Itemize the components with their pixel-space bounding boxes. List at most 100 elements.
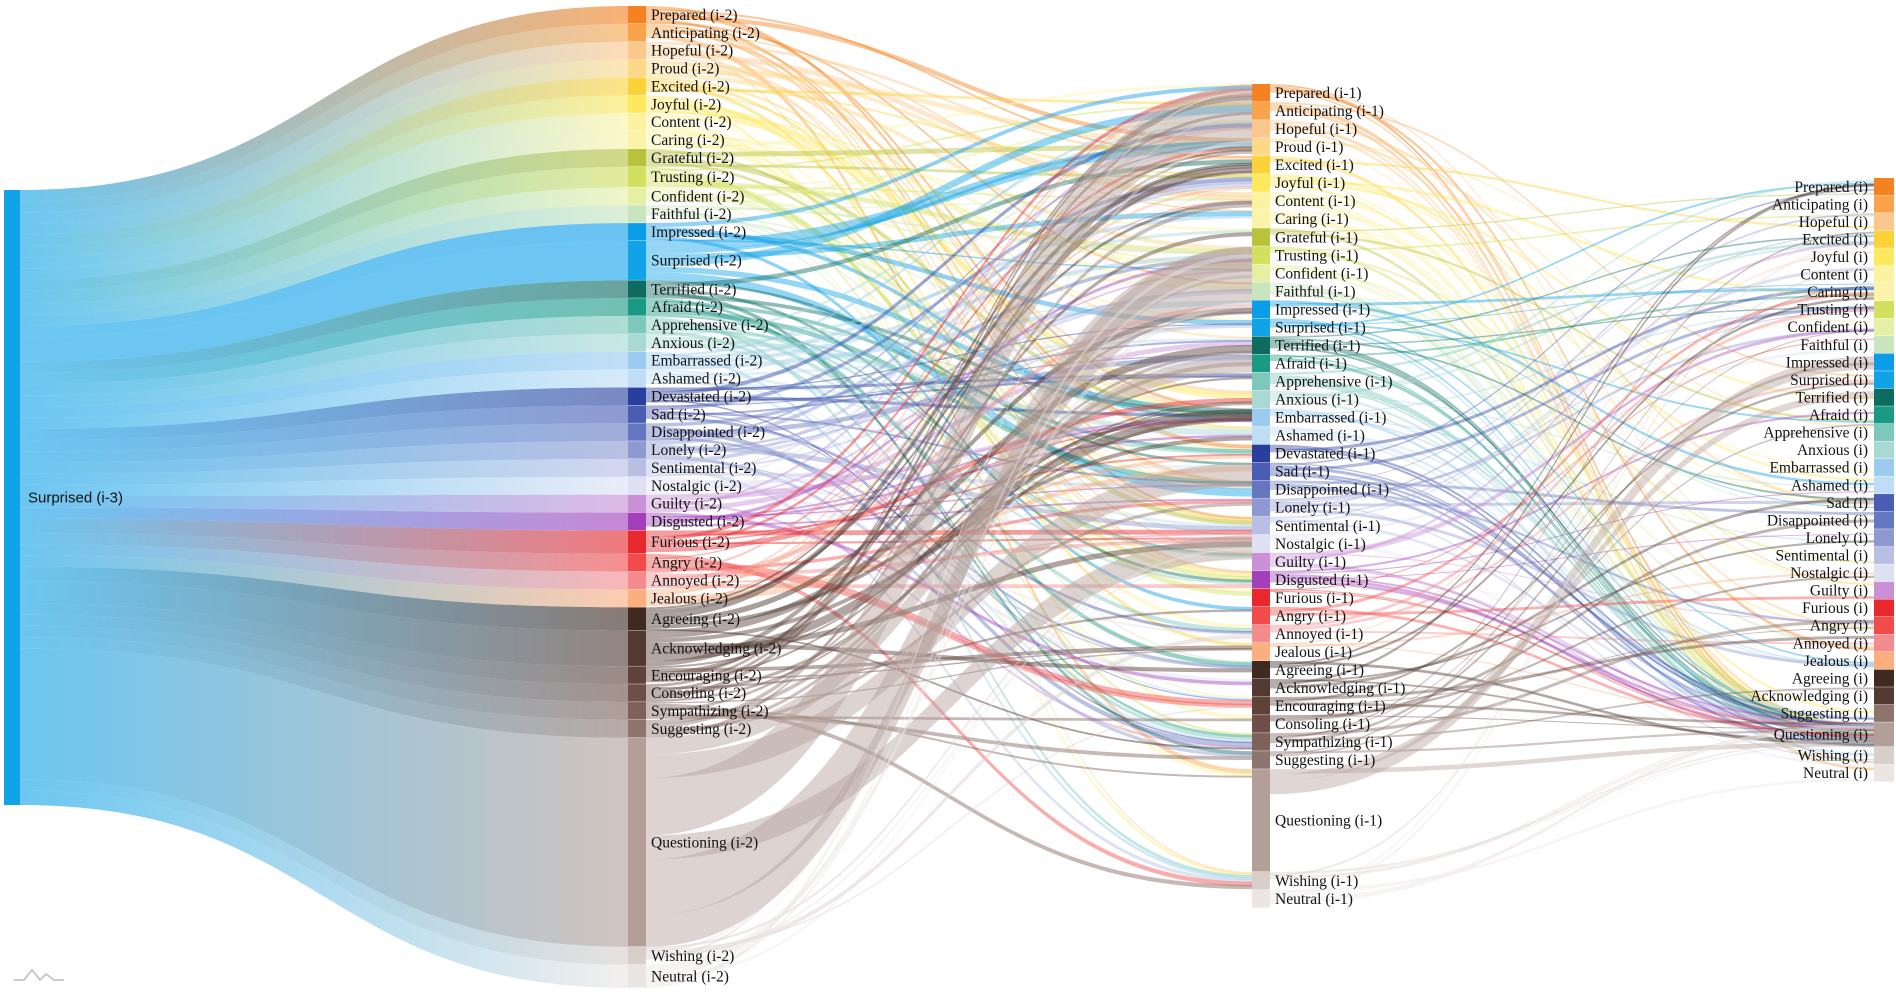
flow-link: [646, 395, 1252, 417]
flow-link: [646, 211, 1252, 259]
flow-link: [646, 177, 1252, 411]
node-label: Terrified (i-1): [1275, 337, 1360, 354]
flow-link: [1270, 285, 1874, 755]
flow-link: [1270, 339, 1874, 736]
flow-link: [1270, 297, 1874, 669]
flow-link: [646, 463, 1252, 779]
node-label: Caring (i-2): [651, 132, 725, 149]
node-label: Sympathizing (i-2): [651, 703, 769, 720]
flow-link: [646, 533, 1252, 585]
node-guilty-i0: [1874, 581, 1894, 599]
flow-link: [646, 290, 1252, 463]
flow-link: [646, 121, 1252, 337]
flow-link: [646, 92, 1252, 592]
node-label: Afraid (i): [1809, 407, 1868, 424]
flow-link: [646, 111, 1252, 267]
flow-link: [646, 707, 1252, 778]
flow-link: [646, 301, 1252, 370]
flow-link: [646, 584, 1252, 589]
flow-link: [646, 271, 1252, 983]
flow-link: [1270, 702, 1874, 726]
flow-link: [646, 82, 1252, 647]
node-agreeing-i0: [1874, 669, 1894, 687]
flow-link: [646, 95, 1252, 578]
node-angry-i1: [1252, 606, 1270, 625]
flow-link: [646, 344, 1252, 639]
node-label: Proud (i-2): [651, 61, 719, 78]
node-annoyed-i0: [1874, 634, 1894, 652]
node-label: Wishing (i): [1798, 748, 1868, 765]
node-label: Acknowledging (i-1): [1275, 680, 1405, 697]
node-label: Apprehensive (i): [1763, 425, 1868, 442]
node-faithful-i2: [628, 205, 646, 223]
flow-link: [646, 246, 1252, 916]
mid-links: [646, 6, 1252, 988]
flow-link: [1270, 307, 1874, 416]
source-link: [20, 387, 628, 441]
node-prepared-i0: [1874, 178, 1894, 196]
node-prepared-i2: [628, 6, 646, 24]
flow-link: [1270, 242, 1874, 563]
node-label: Encouraging (i-1): [1275, 698, 1386, 715]
flow-link: [1270, 240, 1874, 376]
node-content-i2: [628, 113, 646, 131]
node-label: Proud (i-1): [1275, 139, 1343, 156]
flow-link: [646, 541, 1252, 653]
source-node: [4, 190, 20, 805]
node-surprised-i0: [1874, 371, 1894, 389]
node-label: Impressed (i-1): [1275, 301, 1370, 318]
source-link: [20, 494, 628, 513]
node-label: Nostalgic (i): [1790, 565, 1868, 582]
node-ashamed-i2: [628, 369, 646, 388]
flow-link: [646, 287, 1252, 583]
node-jealous-i2: [628, 589, 646, 607]
node-confident-i0: [1874, 318, 1894, 336]
flow-link: [646, 300, 1252, 350]
flow-link: [1270, 242, 1874, 899]
node-sympathizing-i1: [1252, 733, 1270, 751]
flow-link: [646, 185, 1252, 477]
flow-link: [646, 539, 1252, 578]
node-annoyed-i2: [628, 571, 646, 590]
node-label: Faithful (i-2): [651, 206, 732, 223]
node-label: Afraid (i-1): [1275, 355, 1347, 372]
flow-link: [1270, 687, 1874, 741]
flow-link: [646, 137, 1252, 593]
flow-link: [1270, 177, 1874, 739]
flow-link: [646, 211, 1252, 374]
labels: Surprised (i-3) Prepared (i-2)Anticipati…: [28, 7, 1868, 985]
flow-link: [646, 104, 1252, 400]
flow-link: [646, 323, 1252, 392]
node-furious-i0: [1874, 599, 1894, 617]
flow-link: [646, 529, 1252, 536]
node-label: Anticipating (i-2): [651, 25, 760, 42]
node-label: Surprised (i-2): [651, 253, 742, 270]
flow-link: [646, 213, 1252, 431]
flow-link: [1270, 491, 1874, 574]
flow-link: [1270, 345, 1874, 728]
flow-link: [1270, 287, 1874, 306]
node-label: Questioning (i): [1774, 727, 1868, 744]
flow-link: [646, 167, 1252, 667]
node-label: Encouraging (i-2): [651, 667, 762, 684]
flow-link: [646, 336, 1252, 435]
flow-link: [646, 44, 1252, 874]
flow-link: [646, 232, 1252, 677]
flow-link: [646, 188, 1252, 953]
node-nostalgic-i1: [1252, 534, 1270, 553]
source-links: [20, 6, 628, 988]
node-neutral-i0: [1874, 764, 1894, 782]
node-annoyed-i1: [1252, 624, 1270, 643]
nodes: [4, 6, 1894, 988]
flow-link: [646, 140, 1252, 254]
flow-link: [646, 472, 1252, 488]
source-link: [20, 459, 628, 485]
flow-link: [1270, 180, 1874, 400]
source-link: [20, 614, 628, 703]
flow-link: [646, 355, 1252, 437]
flow-link: [646, 89, 1252, 105]
flow-link: [646, 416, 1252, 696]
node-lonely-i2: [628, 441, 646, 459]
flow-link: [646, 59, 1252, 486]
flow-link: [646, 355, 1252, 755]
